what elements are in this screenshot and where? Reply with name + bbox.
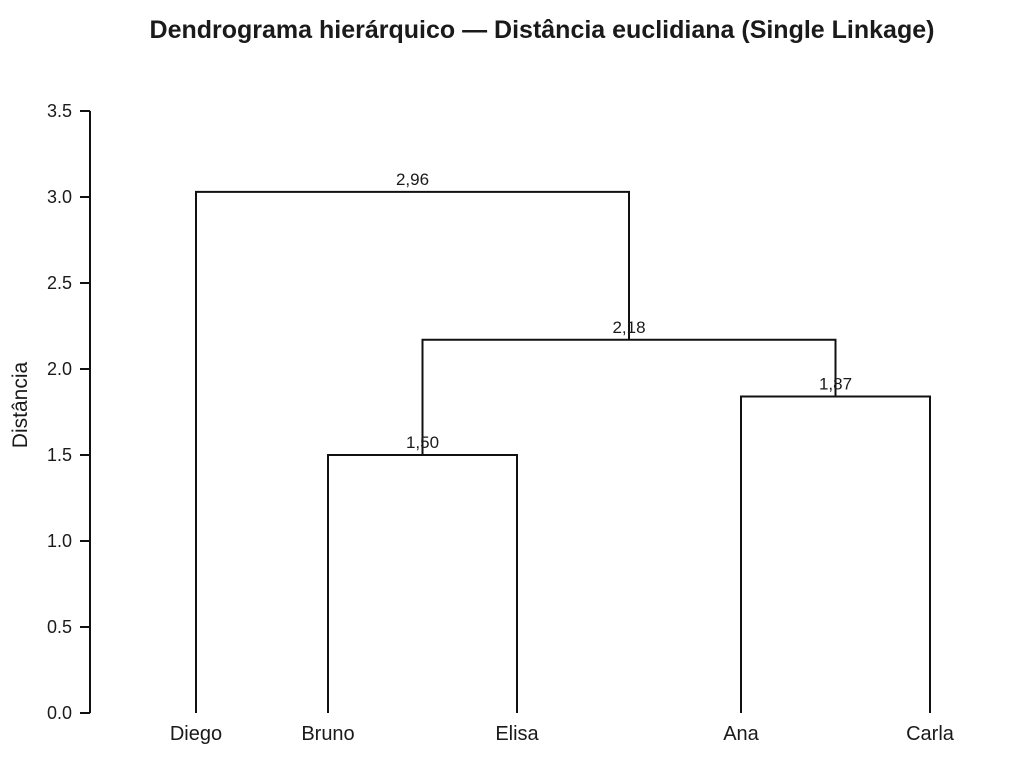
merge-height-label: 2,96: [396, 170, 429, 189]
y-tick-label: 3.5: [47, 101, 72, 121]
leaf-labels: Diego Bruno Elisa Ana Carla: [170, 723, 955, 745]
leaf-label: Diego: [170, 723, 222, 745]
y-tick-label: 3.0: [47, 187, 72, 207]
leaf-label: Ana: [723, 723, 759, 745]
leaf-label: Elisa: [495, 723, 539, 745]
leaf-label: Carla: [906, 723, 955, 745]
y-axis-ticks: 0.0 0.5 1.0 1.5 2.0 2.5 3.0 3.5: [47, 101, 90, 723]
merge-height-label: 2,18: [612, 318, 645, 337]
merge-height-label: 1,87: [819, 375, 852, 394]
y-tick-label: 1.5: [47, 445, 72, 465]
leaf-label: Bruno: [301, 723, 354, 745]
y-tick-label: 0.5: [47, 617, 72, 637]
dendrogram-link: [327, 454, 518, 713]
y-tick-label: 0.0: [47, 703, 72, 723]
y-tick-label: 2.5: [47, 273, 72, 293]
dendrogram-link: [195, 190, 630, 713]
dendrogram-links: [195, 190, 931, 713]
merge-height-labels: 1,50 1,87 2,18 2,96: [396, 170, 852, 452]
merge-height-label: 1,50: [406, 433, 439, 452]
chart-title: Dendrograma hierárquico — Distância eucl…: [150, 16, 935, 44]
y-tick-label: 2.0: [47, 359, 72, 379]
dendrogram-link: [740, 395, 931, 713]
y-tick-label: 1.0: [47, 531, 72, 551]
y-axis-label: Distância: [9, 361, 32, 448]
